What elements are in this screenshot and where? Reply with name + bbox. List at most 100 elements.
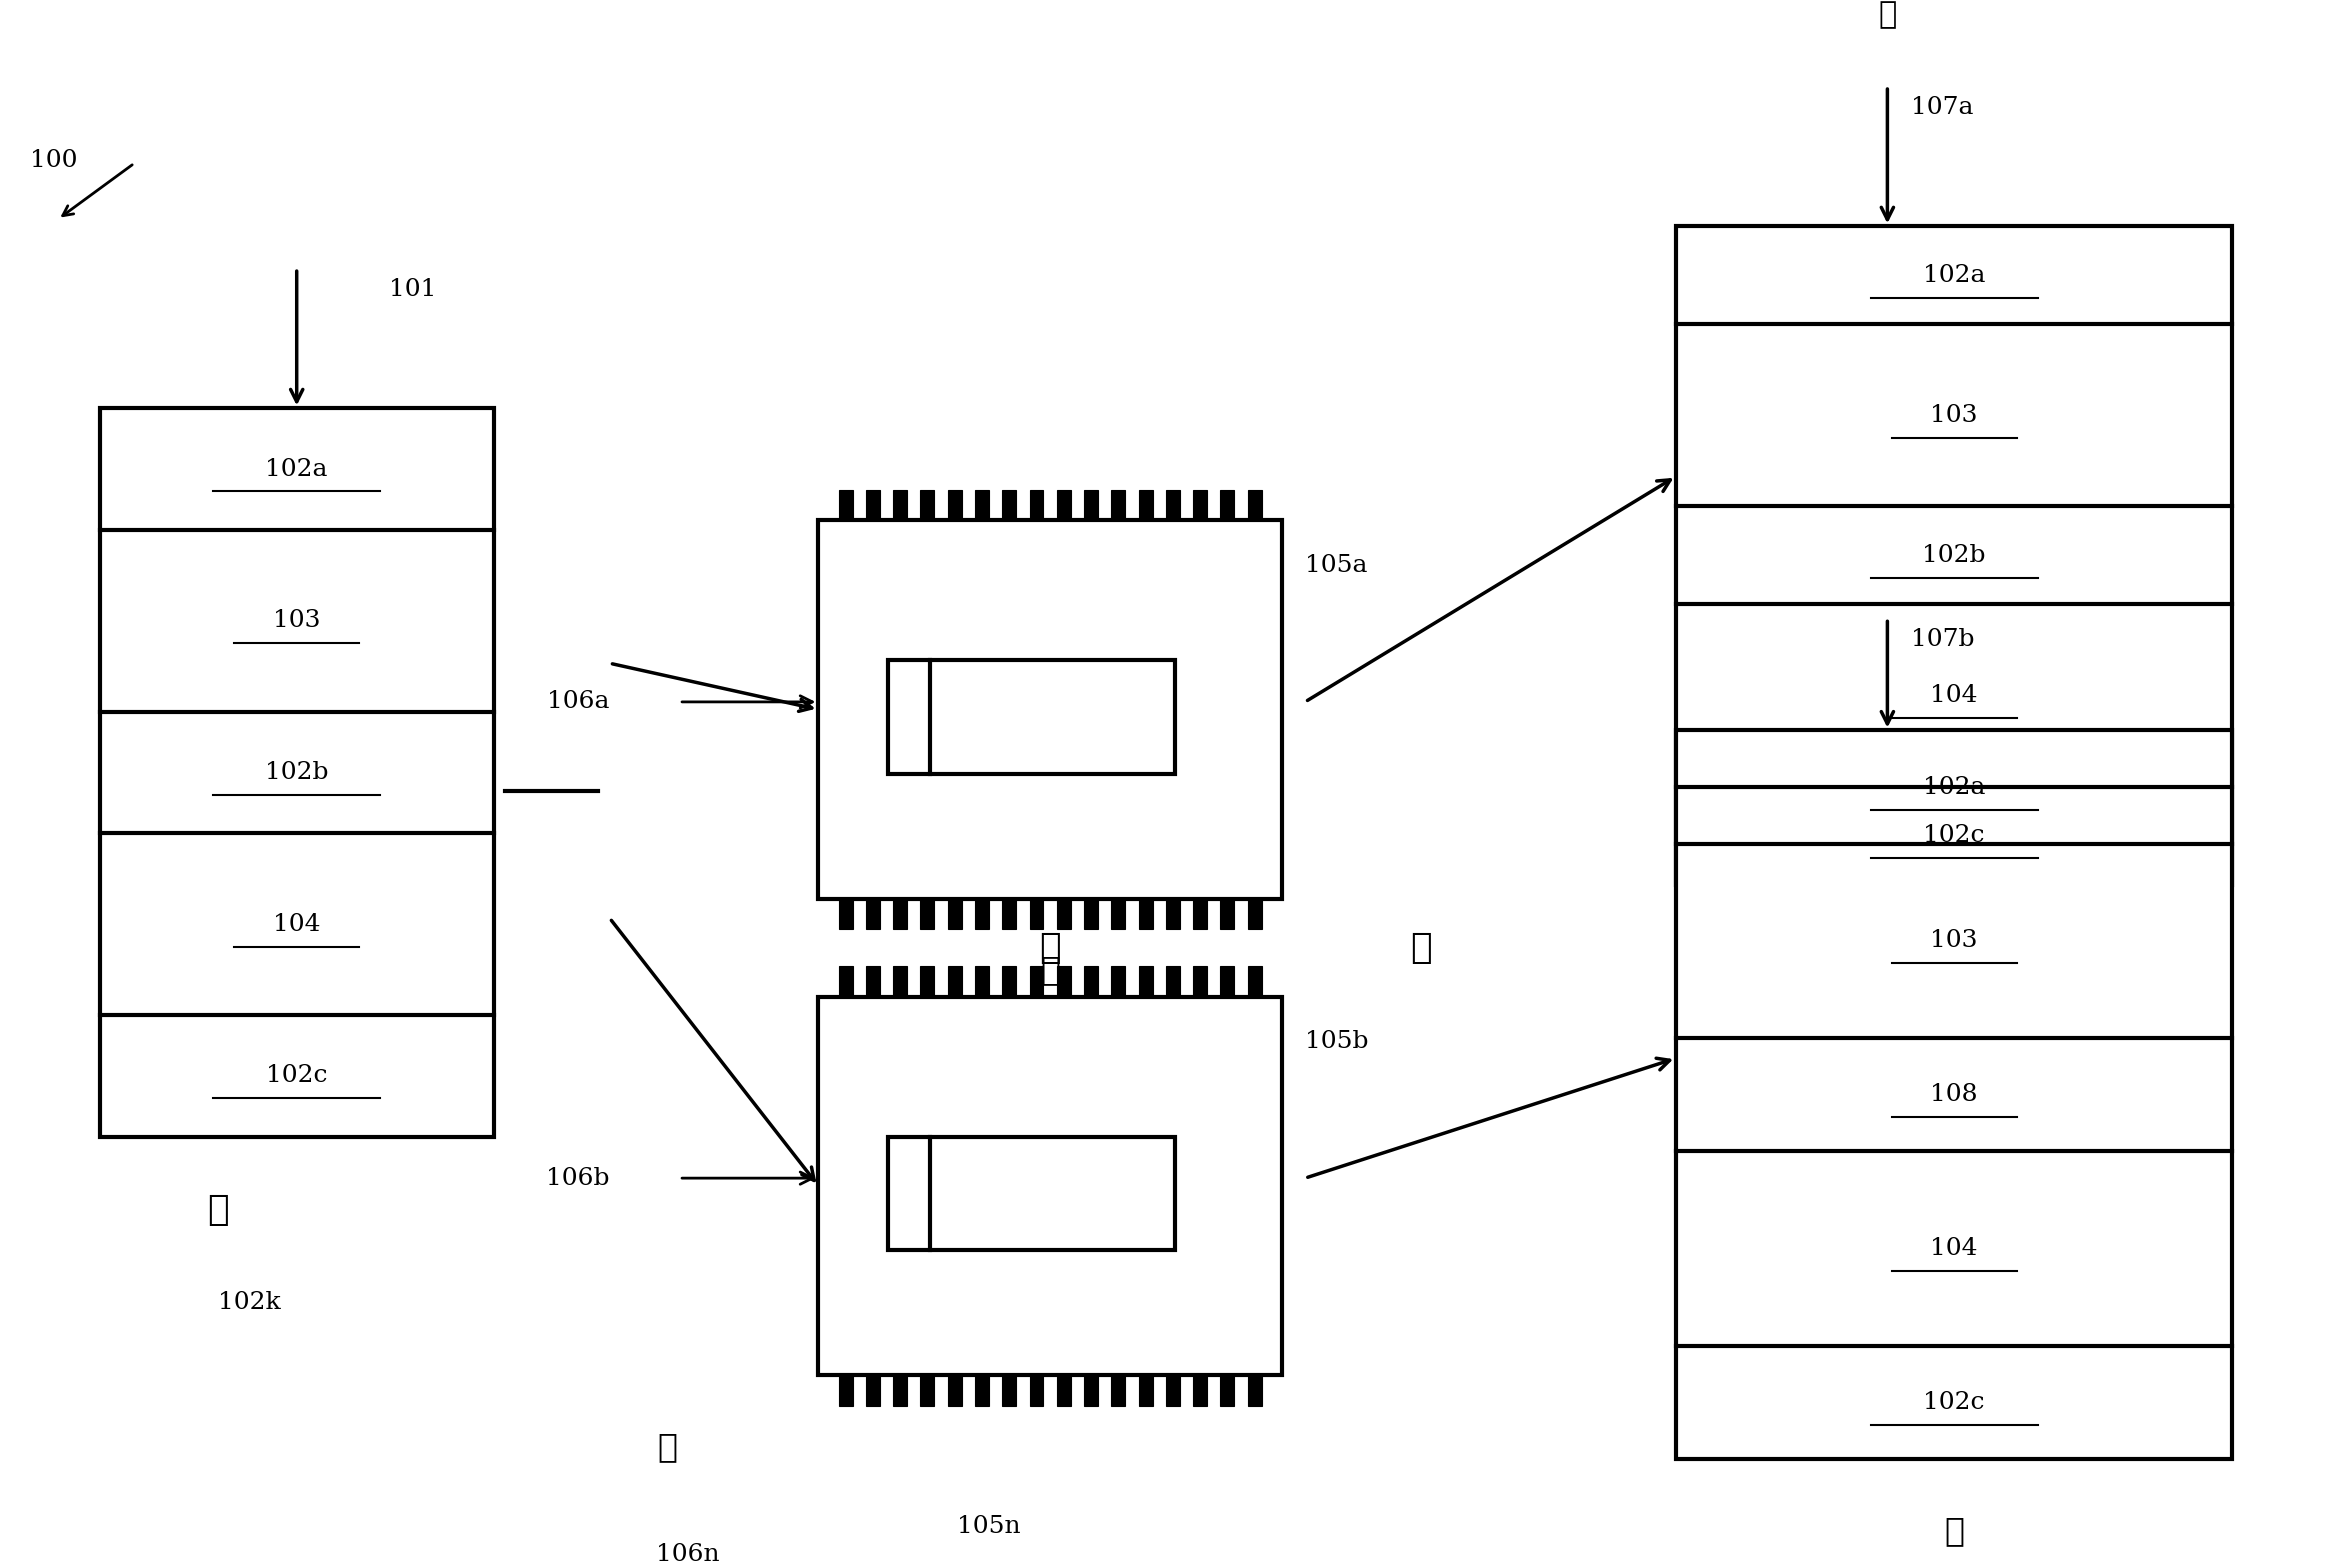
Bar <box>893 1374 907 1405</box>
Bar <box>1028 1374 1042 1405</box>
Bar <box>888 1136 1175 1250</box>
Text: 106b: 106b <box>546 1166 609 1189</box>
Text: 102c: 102c <box>1924 1391 1985 1413</box>
Text: ⋮: ⋮ <box>1945 941 1964 972</box>
Bar <box>1220 1374 1234 1405</box>
Bar <box>1166 898 1180 930</box>
Bar <box>1028 898 1042 930</box>
Text: 104: 104 <box>1931 684 1978 707</box>
Bar <box>947 1374 961 1405</box>
Bar <box>1220 966 1234 997</box>
Bar <box>1056 1374 1070 1405</box>
Text: 102b: 102b <box>1922 545 1987 567</box>
Text: 102a: 102a <box>1924 776 1985 798</box>
Text: 105a: 105a <box>1306 554 1367 577</box>
Text: 101: 101 <box>389 277 436 300</box>
Bar <box>1084 966 1098 997</box>
Text: 102k: 102k <box>217 1291 280 1313</box>
Bar <box>947 490 961 521</box>
Bar <box>1028 966 1042 997</box>
Bar <box>1248 1374 1262 1405</box>
Bar <box>888 660 1175 773</box>
Bar <box>865 898 879 930</box>
Text: 102c: 102c <box>266 1064 326 1088</box>
Bar <box>1220 490 1234 521</box>
Bar <box>1194 898 1208 930</box>
Text: 107b: 107b <box>1910 628 1975 651</box>
Bar <box>100 408 494 1136</box>
Bar <box>893 490 907 521</box>
Bar <box>1138 966 1152 997</box>
Text: 102a: 102a <box>266 457 329 480</box>
Bar <box>1003 898 1017 930</box>
Bar <box>1248 966 1262 997</box>
Bar <box>1112 490 1126 521</box>
Text: ⋯: ⋯ <box>1877 0 1896 30</box>
Text: 100: 100 <box>30 149 77 172</box>
Bar <box>840 1374 854 1405</box>
Text: ⋮: ⋮ <box>1945 1515 1964 1546</box>
Text: 103: 103 <box>1931 930 1978 953</box>
Bar <box>865 490 879 521</box>
Bar <box>921 490 935 521</box>
Bar <box>921 966 935 997</box>
Bar <box>1056 490 1070 521</box>
Bar <box>1138 1374 1152 1405</box>
Text: ⋮: ⋮ <box>1411 931 1432 964</box>
Bar <box>1220 898 1234 930</box>
Bar <box>840 898 854 930</box>
Text: 104: 104 <box>1931 1236 1978 1260</box>
Text: 103: 103 <box>273 609 319 632</box>
Text: 102a: 102a <box>1924 264 1985 286</box>
Bar <box>1084 1374 1098 1405</box>
Bar <box>1194 490 1208 521</box>
Bar <box>1138 490 1152 521</box>
Bar <box>865 1374 879 1405</box>
Bar <box>1112 1374 1126 1405</box>
Bar <box>840 966 854 997</box>
Bar <box>1003 1374 1017 1405</box>
Bar <box>1138 898 1152 930</box>
Text: 107a: 107a <box>1910 95 1973 119</box>
Bar <box>975 1374 989 1405</box>
Text: 102b: 102b <box>266 761 329 784</box>
Bar <box>1056 898 1070 930</box>
Bar <box>865 966 879 997</box>
Bar <box>975 966 989 997</box>
Bar <box>975 490 989 521</box>
Text: ⋮: ⋮ <box>658 1430 679 1463</box>
Text: 106n: 106n <box>655 1543 721 1565</box>
Text: 108: 108 <box>1931 1083 1978 1106</box>
Bar <box>1084 490 1098 521</box>
Bar <box>1112 966 1126 997</box>
Bar <box>1248 898 1262 930</box>
Bar <box>1003 490 1017 521</box>
Text: ⋯: ⋯ <box>208 1193 229 1227</box>
Text: 105b: 105b <box>1306 1030 1369 1053</box>
Text: 102c: 102c <box>1924 825 1985 847</box>
Text: 105n: 105n <box>958 1515 1021 1538</box>
Bar <box>1112 898 1126 930</box>
Bar <box>1084 898 1098 930</box>
Bar <box>1166 1374 1180 1405</box>
Text: 103: 103 <box>1931 404 1978 427</box>
Bar <box>1677 731 2232 1459</box>
Text: ⋮: ⋮ <box>1040 955 1061 986</box>
Bar <box>1166 966 1180 997</box>
Bar <box>1677 227 2232 884</box>
Bar <box>1194 1374 1208 1405</box>
Bar <box>840 490 854 521</box>
Bar <box>893 898 907 930</box>
Bar <box>921 898 935 930</box>
Text: ⋮: ⋮ <box>1040 931 1061 964</box>
Bar <box>819 997 1283 1374</box>
Bar <box>819 521 1283 898</box>
Text: 104: 104 <box>273 912 319 936</box>
Text: 106a: 106a <box>548 690 609 714</box>
Bar <box>975 898 989 930</box>
Bar <box>893 966 907 997</box>
Bar <box>1056 966 1070 997</box>
Bar <box>921 1374 935 1405</box>
Bar <box>1166 490 1180 521</box>
Bar <box>947 898 961 930</box>
